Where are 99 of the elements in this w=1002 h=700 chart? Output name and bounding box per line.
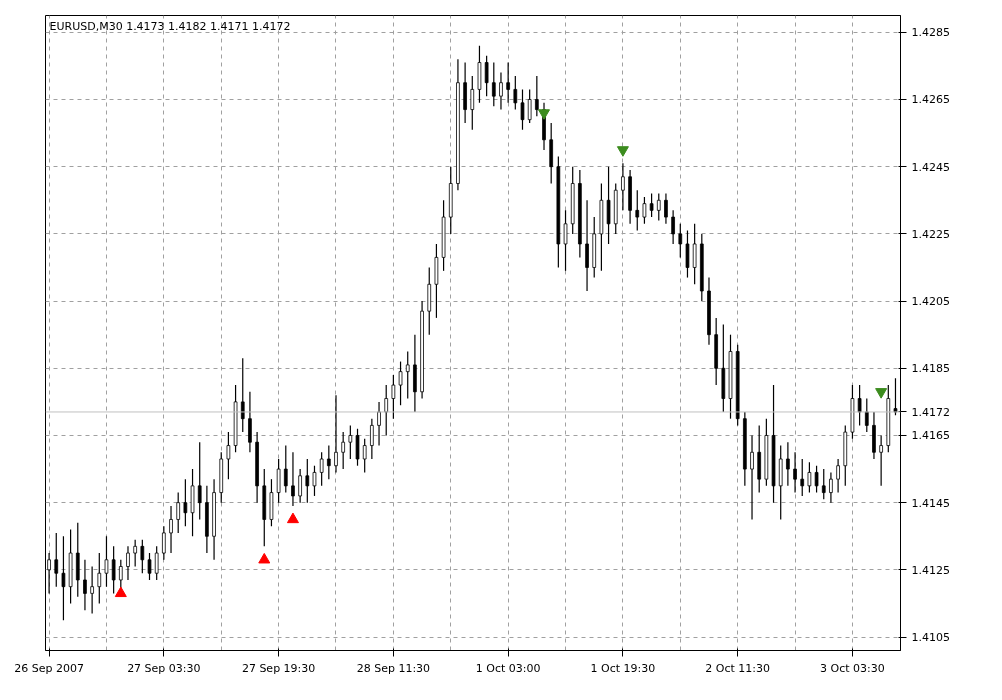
candlestick [484, 55, 489, 97]
candlestick [585, 199, 589, 292]
candlestick [606, 166, 611, 245]
candlestick [398, 360, 403, 406]
y-tick-label: 1.4145 [911, 496, 950, 510]
candlestick [649, 192, 654, 218]
candlestick [506, 61, 510, 104]
candlestick [405, 350, 410, 400]
candlestick [642, 196, 647, 225]
candlestick [355, 428, 360, 467]
x-tick-label: 28 Sep 11:30 [356, 661, 431, 675]
candlestick [814, 465, 819, 494]
candlestick [893, 377, 898, 416]
candlestick [535, 75, 539, 117]
y-tick-label: 1.4225 [911, 227, 950, 241]
candlestick [656, 192, 661, 222]
candlestick [341, 431, 346, 470]
candlestick [305, 458, 310, 504]
candlestick [111, 545, 116, 594]
candlestick [864, 397, 869, 433]
ref-line-label: 1.4172 [911, 405, 950, 419]
candlestick [312, 465, 317, 497]
candlestick [326, 444, 331, 480]
candlestick [879, 434, 883, 487]
candlestick [786, 441, 790, 487]
candlestick [197, 441, 202, 521]
chart-title: EURUSD,M30 1.4173 1.4182 1.4171 1.4172 [49, 19, 291, 33]
candlestick [391, 374, 396, 420]
y-tick-label: 1.4125 [911, 563, 950, 577]
candlestick [491, 61, 496, 107]
candlestick [800, 458, 805, 497]
y-tick-label: 1.4245 [911, 160, 950, 174]
candlestick [83, 559, 87, 611]
candlestick [54, 532, 59, 588]
candlestick [793, 451, 797, 494]
x-tick-label: 1 Oct 19:30 [590, 661, 656, 675]
point [114, 586, 127, 598]
point [286, 512, 299, 524]
x-tick-label: 27 Sep 19:30 [241, 661, 316, 675]
candlestick [692, 223, 697, 285]
y-tick-label: 1.4185 [911, 362, 950, 376]
candlestick [140, 539, 145, 574]
x-tick-label: 2 Oct 11:30 [705, 661, 771, 675]
candlestick [291, 451, 295, 507]
candlestick [370, 418, 374, 460]
x-tick-label: 26 Sep 2007 [14, 661, 84, 675]
candlestick [563, 209, 568, 272]
candlestick [183, 478, 188, 527]
x-tick-label: 3 Oct 03:30 [820, 661, 885, 675]
candlestick [348, 424, 353, 460]
y-tick-label: 1.4265 [911, 93, 950, 107]
candlestick [61, 535, 66, 621]
candlestick [298, 468, 302, 504]
candlestick [226, 431, 231, 480]
candlestick [276, 458, 281, 504]
y-tick-label: 1.4165 [911, 429, 950, 443]
candlestick [520, 88, 525, 131]
candlestick [750, 434, 754, 521]
candlestick [527, 88, 532, 124]
candlestick [807, 461, 812, 494]
candlestick [319, 451, 324, 487]
candlestick [154, 545, 159, 581]
candlestick [147, 552, 152, 581]
candlestick [635, 189, 640, 232]
candlestick [362, 438, 367, 474]
x-tick-label: 1 Oct 03:00 [475, 661, 541, 675]
candlestick [664, 192, 668, 225]
candlestick [169, 505, 173, 554]
x-tick-label: 27 Sep 03:30 [127, 661, 201, 675]
candlestick [499, 72, 503, 111]
candlestick [836, 458, 840, 494]
candlestick [97, 552, 102, 605]
candlestick [377, 401, 381, 447]
candlestick [678, 223, 683, 258]
point [258, 552, 271, 564]
candlestick [176, 491, 181, 534]
y-tick-label: 1.4205 [911, 295, 950, 309]
candlestick [90, 565, 94, 615]
candlestick [162, 525, 166, 561]
candlestick [671, 209, 675, 245]
candlestick [685, 229, 690, 279]
point [538, 109, 551, 120]
candlestick [283, 444, 288, 494]
candlestick [829, 471, 833, 504]
candlestick [384, 384, 389, 437]
candlestick [621, 162, 625, 211]
candlestick [821, 468, 826, 500]
candlestick [513, 75, 518, 111]
candlestick [334, 394, 338, 474]
candlestick [126, 545, 130, 581]
candlestick [104, 535, 109, 588]
y-tick-label: 1.4105 [911, 631, 950, 645]
y-tick-label: 1.4285 [911, 26, 950, 40]
candlestick [857, 384, 862, 426]
candlestick [248, 391, 252, 453]
candlestick [240, 357, 245, 433]
point [616, 146, 629, 157]
candlestick [470, 75, 475, 131]
candlestick [133, 539, 137, 568]
